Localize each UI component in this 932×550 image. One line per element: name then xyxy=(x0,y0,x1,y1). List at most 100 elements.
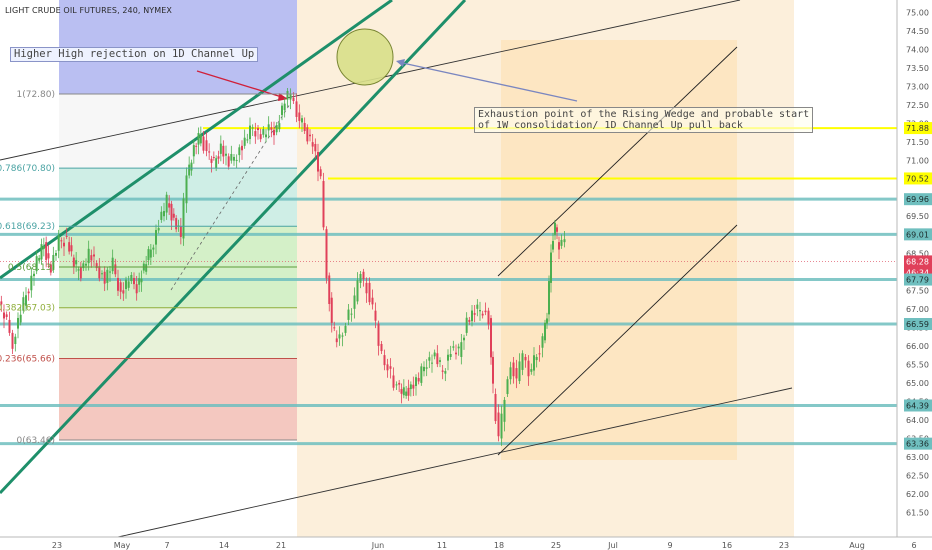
candle-body xyxy=(5,314,8,317)
candle-body xyxy=(319,169,322,177)
candle-body xyxy=(431,362,433,364)
candle-body xyxy=(30,275,33,291)
candle-body xyxy=(149,249,152,258)
price-label: 69.01 xyxy=(906,230,929,239)
candle-body xyxy=(468,319,471,322)
price-tick-label: 74.50 xyxy=(906,27,929,36)
candle-body xyxy=(127,281,130,288)
candle-body xyxy=(133,277,135,285)
candles-layer xyxy=(0,88,566,446)
candle-body xyxy=(265,134,267,138)
exhaustion-circle xyxy=(336,28,394,86)
fib-label: 0.5(68.13) xyxy=(8,263,55,273)
exhaustion-line-1: Exhaustion point of the Rising Wedge and… xyxy=(478,109,810,120)
candle-body xyxy=(273,129,275,136)
candle-body xyxy=(538,353,541,355)
time-tick-label: 6 xyxy=(911,541,916,550)
time-tick-label: 21 xyxy=(276,541,286,550)
candle-body xyxy=(330,297,333,323)
fib-labels-layer: 1(72.80) 0.786(70.80) 0.618(69.23) 0.5(68.1… xyxy=(0,90,297,446)
candle-body xyxy=(380,344,383,352)
candle-body xyxy=(383,355,386,366)
candle-body xyxy=(552,241,554,250)
candle-body xyxy=(199,134,202,144)
fib-zone-4 xyxy=(59,307,297,359)
candle-body xyxy=(428,357,431,361)
candle-body xyxy=(423,366,425,372)
candle-body xyxy=(359,274,362,283)
candle-body xyxy=(246,139,249,141)
price-tick-label: 66.00 xyxy=(906,342,929,351)
price-tick-label: 67.50 xyxy=(906,286,929,295)
channel-up-lower xyxy=(497,224,738,456)
candle-body xyxy=(33,273,35,277)
candle-body xyxy=(267,124,270,131)
time-tick-label: Jul xyxy=(607,541,618,550)
candle-body xyxy=(22,297,25,311)
candle-body xyxy=(14,336,17,345)
price-axis[interactable]: 61.5062.0062.5063.0063.5064.0064.5065.00… xyxy=(896,0,932,537)
candle-body xyxy=(111,257,114,272)
candle-body xyxy=(398,382,401,385)
fib-label: 0.786(70.80) xyxy=(0,164,55,174)
candle-body xyxy=(521,353,524,370)
time-tick-label: 7 xyxy=(164,541,169,550)
candle-body xyxy=(439,360,441,362)
fib-trend-line xyxy=(170,103,291,291)
fib-zone-1 xyxy=(59,93,297,169)
price-label-box xyxy=(904,255,932,268)
candle-body xyxy=(155,230,157,245)
price-label: 68.28 xyxy=(906,257,929,266)
candle-body xyxy=(45,242,48,260)
candle-body xyxy=(506,379,509,395)
channel-projection-zone xyxy=(501,40,737,460)
candle-body xyxy=(563,239,566,243)
candle-body xyxy=(347,309,350,320)
candle-body xyxy=(49,264,52,273)
candle-body xyxy=(546,318,548,324)
candle-body xyxy=(473,313,476,315)
candle-body xyxy=(389,366,392,369)
time-tick-label: Jun xyxy=(371,541,385,550)
fib-label: 0.618(69.23) xyxy=(0,222,55,232)
candle-body xyxy=(8,319,11,333)
candle-body xyxy=(479,310,481,312)
candle-body xyxy=(415,377,417,386)
candle-body xyxy=(500,413,503,439)
candle-body xyxy=(130,274,133,282)
fib-label: 0(63.46) xyxy=(16,436,55,446)
candle-body xyxy=(63,242,65,247)
candle-body xyxy=(298,112,301,121)
candle-body xyxy=(395,384,398,386)
time-tick-label: 11 xyxy=(437,541,447,550)
candle-body xyxy=(550,252,552,283)
candle-body xyxy=(95,263,98,269)
candle-body xyxy=(87,248,90,264)
candle-body xyxy=(533,355,535,371)
candle-body xyxy=(311,142,314,147)
candle-body xyxy=(235,159,238,161)
candle-body xyxy=(227,156,230,167)
candle-body xyxy=(295,101,298,117)
candle-body xyxy=(487,310,490,325)
rejection-arrow-head xyxy=(278,93,288,101)
candle-body xyxy=(420,366,423,383)
candle-body xyxy=(152,247,155,250)
channel-upper-green xyxy=(0,0,393,280)
candle-body xyxy=(471,310,473,322)
time-tick-label: Aug xyxy=(849,541,865,550)
candle-body xyxy=(452,346,455,348)
price-tick-label: 68.50 xyxy=(906,249,929,258)
candle-body xyxy=(259,134,262,140)
candle-body xyxy=(122,290,125,294)
candle-body xyxy=(322,181,325,228)
candle-body xyxy=(344,325,347,333)
fib-label: 0.236(65.66) xyxy=(0,354,55,364)
time-axis[interactable]: 23 May 7 14 21 Jun 11 18 25 Jul 9 16 23 Aug 6 xyxy=(0,536,932,550)
candle-body xyxy=(530,369,533,372)
price-tick-label: 65.00 xyxy=(906,379,929,388)
candle-body xyxy=(243,137,246,146)
candle-body xyxy=(309,134,311,137)
exhaustion-annotation: Exhaustion point of the Rising Wedge and… xyxy=(474,107,814,133)
